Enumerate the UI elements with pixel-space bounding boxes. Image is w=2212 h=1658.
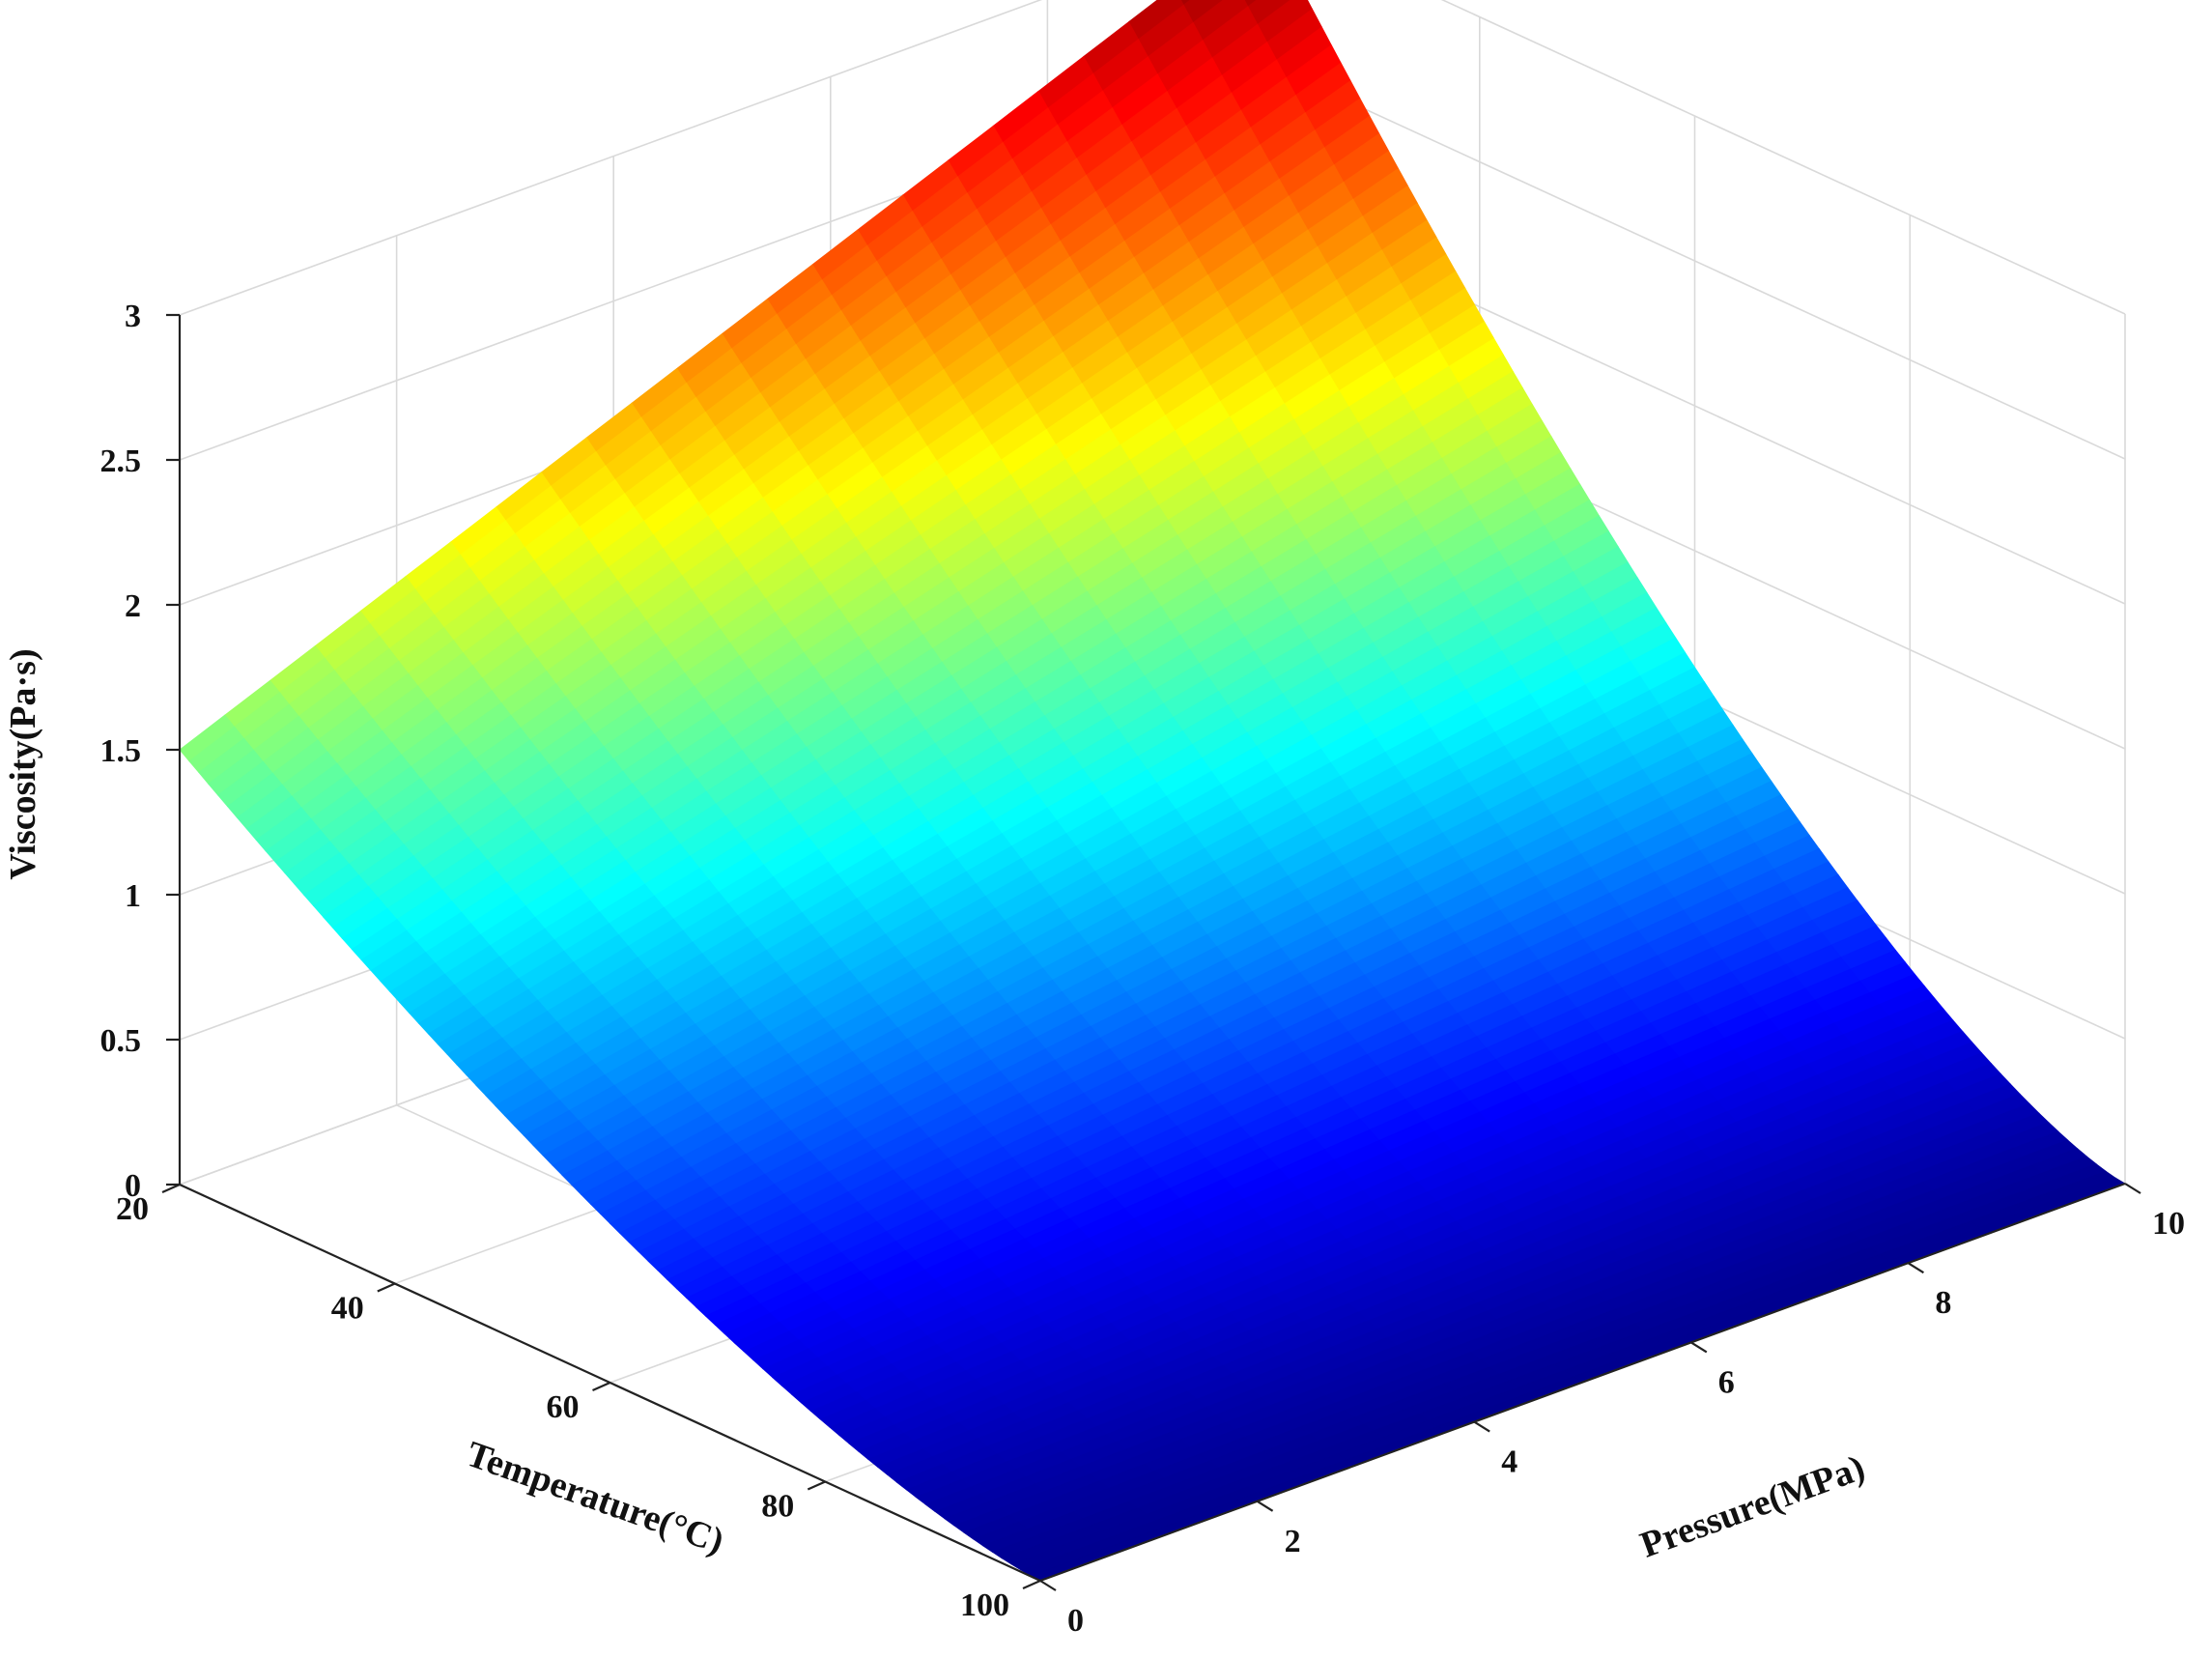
surface-layer	[179, 0, 2126, 1582]
y-tick-mark	[807, 1480, 826, 1491]
y-tick-label: 40	[331, 1291, 364, 1327]
z-tick-label: 2	[125, 588, 141, 624]
z-tick-label: 1.5	[100, 733, 142, 769]
x-tick-mark	[1690, 1341, 1708, 1354]
grid-line-back-right-z	[1440, 0, 2126, 315]
x-tick-label: 8	[1935, 1285, 1951, 1321]
z-tick-label: 2.5	[100, 443, 142, 479]
y-tick-label: 80	[761, 1489, 794, 1525]
z-tick-label: 3	[125, 299, 141, 334]
x-tick-label: 0	[1067, 1603, 1084, 1639]
x-axis-line	[1039, 1182, 2126, 1583]
y-tick-mark	[161, 1183, 181, 1194]
y-tick-label: 60	[547, 1389, 580, 1425]
z-tick-label: 1	[125, 878, 141, 914]
y-tick-label: 20	[116, 1191, 149, 1227]
x-tick-mark	[1257, 1500, 1274, 1512]
z-tick-label: 0	[125, 1168, 141, 1204]
x-axis-label: Pressure(MPa)	[1635, 1447, 1870, 1566]
z-tick-label: 0.5	[100, 1023, 142, 1059]
axis-layer	[161, 313, 2141, 1591]
y-tick-mark	[1022, 1579, 1041, 1590]
y-tick-mark	[592, 1381, 610, 1392]
x-tick-label: 6	[1718, 1364, 1735, 1400]
tick-label-layer: 0 0.5 1 1.5 2 2.5 3 20 40 60 80 100 0 2 4 6 8 10	[100, 299, 2186, 1639]
x-tick-mark	[1473, 1420, 1490, 1433]
x-tick-mark	[1039, 1580, 1057, 1591]
y-axis-label: Temperature(°C)	[462, 1434, 729, 1562]
x-tick-label: 4	[1501, 1444, 1517, 1480]
x-tick-mark	[2124, 1183, 2141, 1194]
x-tick-mark	[1907, 1262, 1924, 1274]
x-tick-label: 2	[1285, 1524, 1301, 1559]
grid-line-back-left-z	[179, 0, 1043, 316]
y-tick-mark	[377, 1282, 396, 1293]
x-tick-label: 10	[2152, 1206, 2185, 1242]
z-axis-label: Viscosity(Pa·s)	[3, 648, 43, 879]
grid-line-back-right-z	[1263, 62, 2126, 460]
y-tick-label: 100	[960, 1587, 1009, 1623]
